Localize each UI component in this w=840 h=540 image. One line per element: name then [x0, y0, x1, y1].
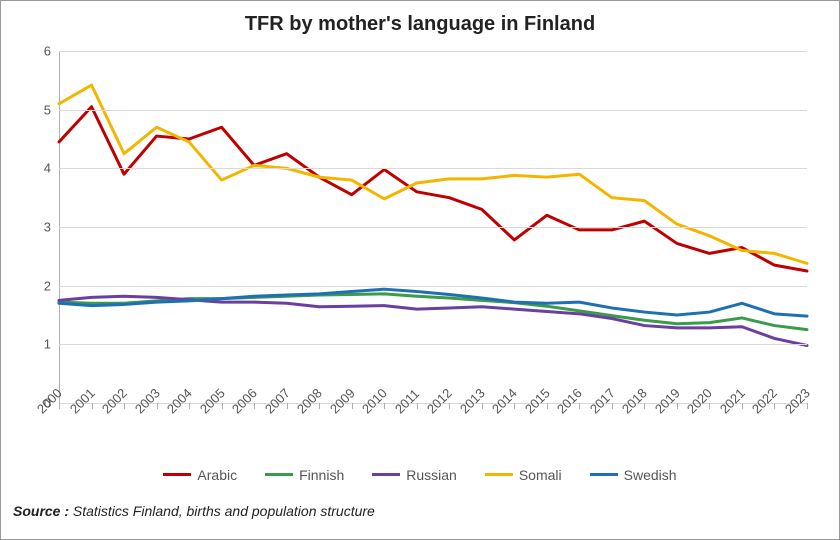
chart-title: TFR by mother's language in Finland	[1, 1, 839, 36]
x-tick-mark	[547, 403, 548, 409]
y-tick-label: 3	[44, 220, 59, 235]
series-line-swedish	[59, 289, 807, 316]
legend-item-arabic: Arabic	[163, 467, 237, 483]
x-tick-mark	[579, 403, 580, 409]
x-tick-mark	[157, 403, 158, 409]
x-tick-mark	[742, 403, 743, 409]
y-gridline	[59, 51, 807, 52]
x-tick-mark	[482, 403, 483, 409]
x-tick-mark	[644, 403, 645, 409]
y-gridline	[59, 110, 807, 111]
legend-label: Arabic	[197, 467, 237, 483]
y-tick-label: 5	[44, 102, 59, 117]
source-prefix: Source :	[13, 503, 73, 519]
chart-container: TFR by mother's language in Finland 0123…	[0, 0, 840, 540]
x-tick-mark	[417, 403, 418, 409]
x-tick-mark	[92, 403, 93, 409]
source-citation: Source : Statistics Finland, births and …	[13, 503, 375, 519]
series-line-somali	[59, 85, 807, 263]
legend-label: Finnish	[299, 467, 344, 483]
legend-swatch	[163, 473, 191, 476]
x-tick-mark	[124, 403, 125, 409]
y-gridline	[59, 286, 807, 287]
x-tick-mark	[189, 403, 190, 409]
y-tick-label: 4	[44, 161, 59, 176]
x-tick-mark	[59, 403, 60, 409]
y-gridline	[59, 227, 807, 228]
x-tick-mark	[807, 403, 808, 409]
legend-item-finnish: Finnish	[265, 467, 344, 483]
x-tick-mark	[352, 403, 353, 409]
y-gridline	[59, 168, 807, 169]
x-tick-mark	[514, 403, 515, 409]
x-tick-mark	[677, 403, 678, 409]
x-tick-mark	[449, 403, 450, 409]
series-line-arabic	[59, 107, 807, 271]
x-tick-mark	[222, 403, 223, 409]
y-tick-label: 6	[44, 44, 59, 59]
y-tick-label: 1	[44, 337, 59, 352]
legend-swatch	[372, 473, 400, 476]
legend-item-russian: Russian	[372, 467, 457, 483]
legend: Arabic Finnish Russian Somali Swedish	[1, 463, 839, 483]
x-tick-mark	[254, 403, 255, 409]
legend-swatch	[265, 473, 293, 476]
plot-area: 0123456200020012002200320042005200620072…	[59, 51, 807, 403]
legend-label: Swedish	[624, 467, 677, 483]
x-tick-mark	[384, 403, 385, 409]
legend-item-swedish: Swedish	[590, 467, 677, 483]
x-tick-mark	[774, 403, 775, 409]
x-tick-mark	[709, 403, 710, 409]
legend-swatch	[590, 473, 618, 476]
legend-label: Somali	[519, 467, 562, 483]
x-tick-mark	[612, 403, 613, 409]
series-line-russian	[59, 296, 807, 345]
legend-item-somali: Somali	[485, 467, 562, 483]
legend-label: Russian	[406, 467, 457, 483]
x-tick-mark	[319, 403, 320, 409]
source-text: Statistics Finland, births and populatio…	[73, 503, 375, 519]
y-tick-label: 2	[44, 278, 59, 293]
legend-swatch	[485, 473, 513, 476]
x-tick-mark	[287, 403, 288, 409]
y-gridline	[59, 344, 807, 345]
